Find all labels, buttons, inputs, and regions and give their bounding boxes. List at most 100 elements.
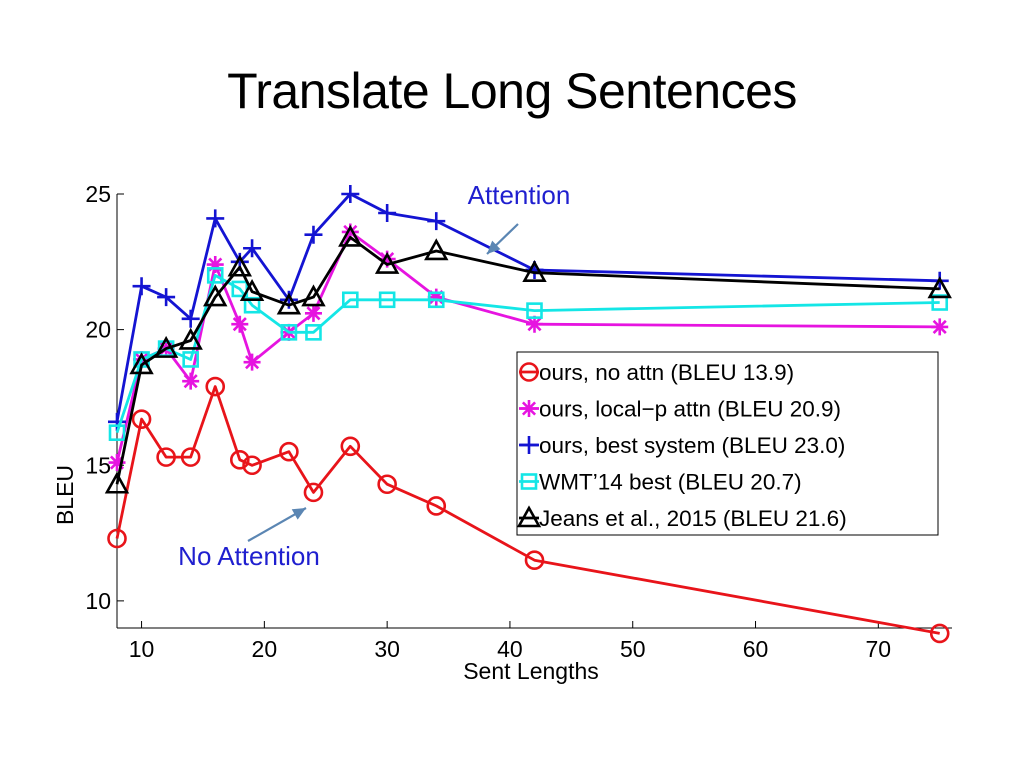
- attention-annotation: Attention: [468, 180, 571, 210]
- marker-asterisk: [206, 256, 224, 274]
- marker-plus: [206, 209, 225, 228]
- marker-triangle: [338, 224, 363, 247]
- marker-circle: [242, 455, 262, 476]
- x-tick-label: 30: [374, 636, 400, 662]
- annotation-arrowhead: [487, 240, 501, 254]
- x-axis-label: Sent Lengths: [463, 658, 599, 684]
- marker-triangle: [153, 335, 179, 358]
- series-triangle: [104, 224, 952, 494]
- legend-entry: ours, no attn (BLEU 13.9): [519, 360, 794, 385]
- marker-plus: [157, 288, 176, 307]
- marker-circle: [229, 450, 250, 470]
- marker-triangle: [927, 276, 952, 299]
- marker-triangle: [276, 292, 302, 315]
- legend-entry: Jeans et al., 2015 (BLEU 21.6): [516, 505, 847, 531]
- marker-triangle: [516, 505, 542, 528]
- x-tick-label: 10: [129, 636, 155, 662]
- marker-circle: [156, 447, 176, 467]
- marker-plus: [427, 212, 446, 231]
- marker-asterisk: [931, 318, 949, 336]
- marker-square: [108, 424, 126, 442]
- legend-box: [516, 351, 939, 536]
- series-layer: [104, 185, 952, 644]
- marker-circle: [377, 474, 397, 495]
- marker-asterisk: [378, 250, 396, 268]
- marker-asterisk: [427, 288, 445, 306]
- x-tick-label: 60: [743, 636, 769, 662]
- legend-label: ours, best system (BLEU 23.0): [539, 433, 845, 458]
- annotation-arrowhead: [291, 508, 306, 520]
- chart-axes: 10 15 20 25 10 20 30 40 50 60 70 Sent Lengths BLEU: [52, 181, 952, 684]
- marker-circle: [279, 441, 299, 462]
- marker-circle: [929, 623, 950, 644]
- marker-square: [520, 473, 538, 490]
- slide-title: Translate Long Sentences: [227, 63, 797, 119]
- legend-label: ours, no attn (BLEU 13.9): [539, 360, 794, 385]
- annotation-layer: Attention No Attention: [178, 180, 570, 571]
- marker-circle: [340, 436, 361, 457]
- x-tick-label: 70: [866, 636, 892, 662]
- marker-square: [378, 291, 396, 309]
- marker-plus: [341, 185, 360, 203]
- marker-square: [342, 291, 359, 309]
- legend-entry: ours, best system (BLEU 23.0): [519, 433, 845, 458]
- legend-label: ours, local−p attn (BLEU 20.9): [539, 397, 841, 422]
- marker-asterisk: [182, 372, 200, 390]
- y-tick-label: 25: [85, 181, 111, 207]
- marker-circle: [426, 496, 447, 516]
- series-line: [115, 192, 940, 423]
- marker-square: [526, 302, 543, 319]
- series-circle: [107, 376, 950, 644]
- marker-plus: [520, 436, 538, 454]
- marker-triangle: [129, 352, 154, 375]
- marker-plus: [108, 412, 126, 431]
- marker-triangle: [203, 284, 228, 307]
- marker-asterisk: [304, 304, 322, 322]
- marker-asterisk: [341, 223, 359, 241]
- y-tick-label: 20: [85, 317, 111, 343]
- marker-circle: [519, 362, 539, 382]
- marker-plus: [304, 225, 323, 244]
- x-tick-label: 50: [620, 636, 646, 662]
- marker-circle: [205, 376, 226, 397]
- x-tick-label: 20: [252, 636, 278, 662]
- legend-label: WMT’14 best (BLEU 20.7): [539, 470, 802, 495]
- marker-circle: [180, 447, 201, 467]
- legend-label: Jeans et al., 2015 (BLEU 21.6): [539, 506, 847, 531]
- y-tick-label: 10: [85, 588, 111, 614]
- marker-triangle: [104, 471, 130, 494]
- marker-plus: [243, 239, 262, 258]
- marker-asterisk: [526, 315, 543, 333]
- series-asterisk: [108, 223, 949, 472]
- marker-circle: [107, 528, 127, 549]
- marker-square: [182, 351, 199, 368]
- marker-square: [305, 324, 322, 341]
- marker-triangle: [374, 251, 400, 274]
- marker-triangle: [239, 278, 265, 301]
- marker-triangle: [522, 259, 547, 282]
- marker-triangle: [301, 284, 326, 307]
- x-tick-label: 40: [497, 636, 523, 662]
- marker-plus: [378, 203, 397, 222]
- marker-plus: [132, 277, 151, 296]
- legend-entry: ours, local−p attn (BLEU 20.9): [519, 397, 841, 422]
- marker-plus: [181, 309, 200, 328]
- marker-asterisk: [231, 315, 249, 333]
- marker-square: [206, 267, 224, 284]
- marker-triangle: [227, 254, 253, 277]
- marker-square: [427, 291, 445, 309]
- legend-entry: WMT’14 best (BLEU 20.7): [519, 470, 802, 495]
- marker-circle: [524, 550, 545, 570]
- chart-legend: ours, no attn (BLEU 13.9) ours, local−p a…: [516, 351, 939, 536]
- marker-triangle: [424, 238, 449, 261]
- marker-square: [280, 324, 298, 341]
- marker-triangle: [178, 327, 203, 350]
- no-attention-annotation: No Attention: [178, 541, 320, 571]
- marker-square: [931, 294, 949, 311]
- marker-circle: [303, 482, 324, 503]
- marker-asterisk: [520, 400, 538, 417]
- marker-circle: [131, 409, 152, 429]
- y-tick-label: 15: [85, 452, 111, 478]
- marker-asterisk: [243, 353, 261, 371]
